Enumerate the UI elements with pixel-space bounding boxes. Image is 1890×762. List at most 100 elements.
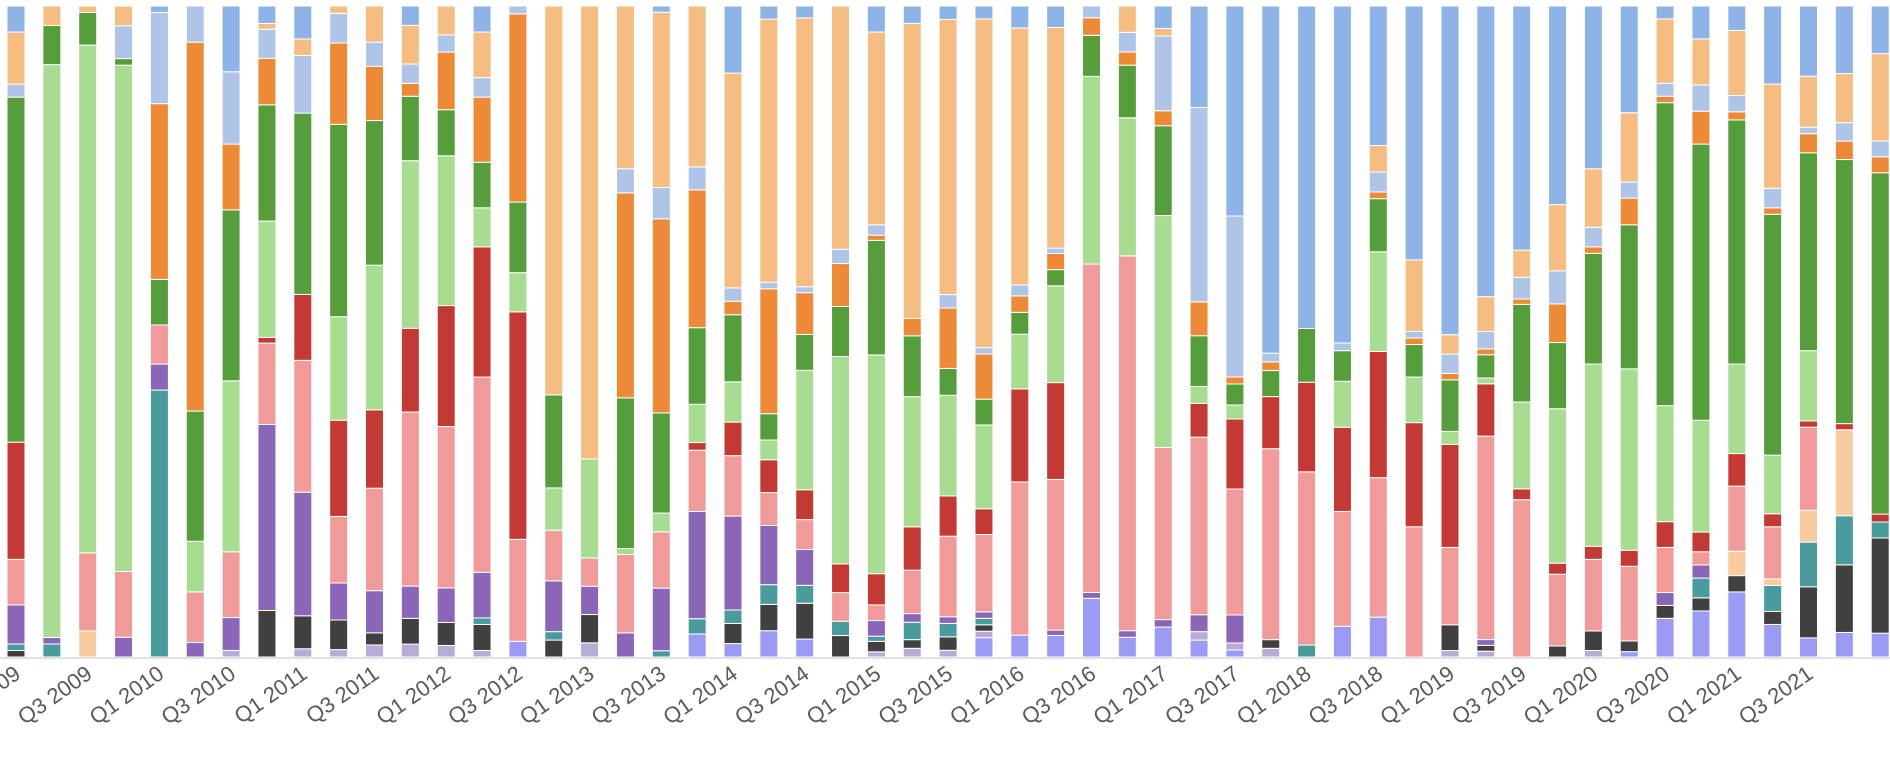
bar-segment-lavender	[974, 630, 994, 639]
bars-layer	[6, 5, 1890, 658]
x-tick-label: Q3 2009	[13, 661, 96, 730]
bar-segment-dark-gray	[938, 636, 958, 651]
bar-segment-dark-gray	[795, 602, 815, 640]
bar-segment-blue	[6, 5, 26, 33]
bar-segment-light-blue	[1763, 187, 1783, 209]
bar-segment-pink	[723, 455, 743, 517]
bar-segment-red	[795, 489, 815, 521]
bar-segment-peach	[1548, 204, 1568, 272]
bar-segment-blue	[866, 5, 886, 33]
bar-segment-light-green	[902, 396, 922, 528]
bar-segment-light-green	[1368, 251, 1388, 352]
bar-segment-red	[6, 441, 26, 560]
bar-segment-light-green	[1010, 333, 1030, 390]
bar-segment-blue	[1763, 5, 1783, 85]
bar-segment-peach	[615, 5, 635, 170]
bar-segment-green	[293, 112, 313, 295]
bar-segment-teal	[1297, 644, 1317, 658]
bar-segment-periwinkle	[723, 643, 743, 658]
bar-stack-q2-2012	[472, 5, 492, 658]
bar-segment-light-blue	[1727, 95, 1747, 113]
bar-segment-pink	[938, 535, 958, 618]
bar-segment-light-blue	[1368, 171, 1388, 193]
bar-segment-green	[974, 398, 994, 426]
bar-stack-q4-2017	[1261, 5, 1281, 658]
bar-segment-pink	[1153, 446, 1173, 621]
bar-segment-red	[1583, 545, 1603, 560]
bar-segment-red	[1548, 562, 1568, 575]
bar-stack-q2-2014	[759, 5, 779, 658]
bar-segment-lavender	[938, 649, 958, 658]
bar-segment-purple	[6, 604, 26, 645]
bar-stack-q4-2015	[974, 5, 994, 658]
bar-segment-green	[759, 413, 779, 441]
bar-segment-dark-gray	[1763, 610, 1783, 625]
bar-segment-light-blue	[257, 28, 277, 59]
bar-segment-light-blue	[1332, 342, 1352, 352]
bar-segment-blue	[400, 5, 420, 26]
bar-segment-red	[1404, 422, 1424, 528]
bar-segment-orange	[149, 103, 169, 280]
bar-segment-light-green	[651, 512, 671, 533]
bar-segment-light-green	[615, 548, 635, 556]
bar-segment-pink	[293, 359, 313, 493]
bar-segment-purple	[615, 632, 635, 658]
bar-segment-blue	[257, 5, 277, 24]
bar-segment-light-blue	[508, 5, 528, 15]
bar-segment-blue	[1799, 5, 1818, 77]
bar-segment-red	[1332, 426, 1352, 512]
bar-stack-q1-2020	[1583, 5, 1603, 658]
bar-segment-purple	[1225, 614, 1245, 644]
bar-segment-light-blue	[759, 281, 779, 290]
bar-stack-q1-2015	[866, 5, 886, 658]
bar-segment-light-green	[1583, 363, 1603, 547]
bar-segment-peach	[1153, 27, 1173, 37]
bar-segment-green	[1512, 303, 1532, 403]
bar-stack-q4-2013	[687, 5, 707, 658]
bar-segment-orange	[1368, 191, 1388, 200]
bar-segment-peach	[1046, 27, 1066, 249]
bar-stack-q3-2019	[1512, 5, 1532, 658]
bar-segment-peach	[902, 22, 922, 319]
bar-segment-peach	[795, 17, 815, 288]
bar-segment-light-green	[1655, 405, 1675, 523]
bar-segment-orange	[687, 189, 707, 329]
bar-segment-blue	[1691, 5, 1711, 40]
bar-segment-green	[544, 394, 564, 489]
bar-segment-light-green	[1225, 404, 1245, 420]
bar-segment-orange	[1870, 156, 1890, 174]
bar-segment-light-orange	[1727, 550, 1747, 577]
bar-segment-light-green	[831, 356, 851, 565]
bar-segment-red	[1655, 521, 1675, 548]
bar-segment-peach	[42, 5, 62, 27]
bar-segment-light-blue	[1153, 35, 1173, 112]
bar-segment-light-blue	[221, 71, 241, 145]
bar-segment-teal	[1691, 577, 1711, 599]
bar-segment-peach	[78, 5, 98, 14]
bar-segment-lavender	[1225, 642, 1245, 651]
bar-segment-orange	[1476, 348, 1496, 356]
bar-segment-red	[329, 419, 349, 517]
bar-segment-pink	[365, 487, 384, 592]
bar-segment-light-green	[1763, 454, 1783, 515]
bar-segment-green	[1010, 311, 1030, 335]
bar-segment-light-green	[1799, 350, 1818, 422]
bar-segment-pink	[1332, 510, 1352, 627]
bar-stack-q2-2011	[329, 5, 349, 658]
bar-segment-purple	[544, 580, 564, 633]
bar-segment-pink	[114, 571, 134, 638]
bar-segment-light-blue	[687, 166, 707, 191]
bar-segment-peach	[1763, 83, 1783, 189]
bar-segment-pink	[1727, 485, 1747, 552]
bar-segment-green	[1440, 379, 1460, 432]
bar-segment-green	[1046, 269, 1066, 287]
bar-segment-periwinkle	[1799, 637, 1818, 658]
bar-segment-light-blue	[185, 5, 205, 43]
bar-segment-purple	[257, 424, 277, 611]
bar-segment-light-green	[1117, 117, 1137, 257]
bar-segment-red	[1297, 381, 1317, 473]
bar-segment-lavender	[1189, 631, 1209, 641]
bar-stack-q3-2016	[1082, 5, 1101, 658]
bar-segment-purple	[651, 587, 671, 652]
